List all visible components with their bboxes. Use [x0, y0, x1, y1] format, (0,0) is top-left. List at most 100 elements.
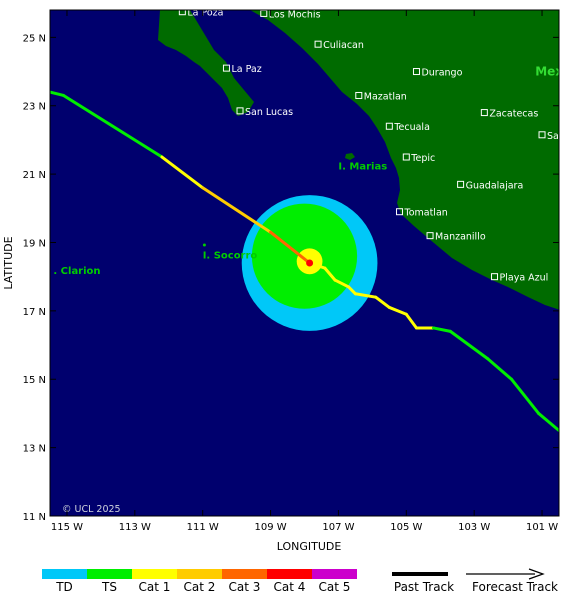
city-square-icon — [412, 68, 420, 76]
legend-swatch — [132, 569, 177, 579]
storm-track — [50, 90, 559, 433]
arrow-icon — [528, 568, 545, 580]
city-square-icon — [538, 131, 546, 139]
city-label: Zacatecas — [489, 109, 538, 120]
track-segment — [160, 155, 205, 190]
lon-tick-label: 111 W — [187, 522, 219, 533]
city-label: Los Mochis — [269, 9, 321, 20]
city-marker: San Lucas — [236, 107, 293, 118]
city-square-icon — [396, 208, 404, 216]
island-label: . Clarion — [53, 266, 100, 277]
city-marker: Manzanillo — [426, 232, 486, 243]
city-marker: Guadalajara — [457, 180, 524, 191]
legend-category-label: Cat 4 — [274, 580, 306, 594]
city-marker: San Luis Potosi — [538, 131, 580, 142]
lon-tick-label: 109 W — [254, 522, 286, 533]
track-segment — [323, 266, 337, 282]
track-segment — [347, 285, 357, 296]
legend-swatch — [177, 569, 222, 579]
track-segment — [50, 90, 66, 97]
city-square-icon — [457, 180, 465, 188]
city-marker: Tomatlan — [396, 208, 448, 219]
island-dot — [202, 243, 206, 247]
city-marker: La Paz — [222, 64, 262, 75]
lat-tick-label: 19 N — [23, 238, 46, 249]
city-label: Tepic — [410, 153, 435, 164]
forecast-track-label: Forecast Track — [472, 580, 558, 594]
city-marker: Tecuala — [385, 122, 430, 133]
forecast-track-legend: Forecast Track — [466, 568, 558, 594]
city-label: San Lucas — [245, 107, 293, 118]
city-label: San Luis Potosi — [547, 131, 580, 142]
track-segment — [509, 377, 541, 415]
city-label: Manzanillo — [435, 232, 486, 243]
legend-swatch — [312, 569, 357, 579]
city-square-icon — [222, 64, 230, 72]
baja-california — [158, 10, 254, 116]
island-label: I. Socorro — [203, 250, 258, 261]
storm-center — [306, 259, 314, 267]
city-label: Tomatlan — [404, 208, 448, 219]
city-square-icon — [402, 153, 410, 161]
city-label: Playa Azul — [500, 273, 549, 284]
category-legend: TD TS Cat 1 Cat 2 Cat 3 Cat 4 Cat 5 — [42, 569, 357, 594]
latitude-ticks: 25 N 23 N 21 N 19 N 17 N 15 N 13 N 11 N — [23, 33, 559, 523]
lat-tick-label: 17 N — [23, 307, 46, 318]
legend-swatch — [222, 569, 267, 579]
track-segment — [431, 326, 452, 333]
country-label: Mexic — [535, 65, 574, 79]
city-marker: Los Mochis — [260, 9, 321, 20]
lon-tick-label: 107 W — [322, 522, 354, 533]
city-marker: La Poza — [178, 10, 223, 19]
legend-category-label: Cat 5 — [319, 580, 351, 594]
lat-tick-label: 15 N — [23, 375, 46, 386]
islas-marias — [345, 153, 355, 160]
city-square-icon — [178, 10, 186, 16]
track-segment — [62, 93, 164, 159]
longitude-ticks: 115 W 113 W 111 W 109 W 107 W 105 W 103 W 101 W — [51, 10, 558, 533]
legend-category-label: Cat 3 — [229, 580, 261, 594]
copyright: © UCL 2025 — [62, 504, 121, 515]
city-square-icon — [314, 40, 322, 48]
lon-tick-label: 113 W — [119, 522, 151, 533]
track-segment — [448, 329, 490, 361]
lat-tick-label: 21 N — [23, 170, 46, 181]
city-square-icon — [480, 109, 488, 117]
plot-frame — [49, 9, 560, 517]
lon-tick-label: 105 W — [390, 522, 422, 533]
cities: La Poza Los Mochis Culiacan La Paz Durango Ma… — [178, 9, 580, 284]
islands: I. Marias I. Socorro . Clarion — [53, 162, 387, 277]
city-marker: Durango — [412, 68, 463, 79]
legend-category-label: Cat 1 — [139, 580, 171, 594]
track-segment — [486, 357, 513, 381]
island-label: I. Marias — [338, 162, 387, 173]
track-segment — [269, 230, 312, 265]
lat-tick-label: 13 N — [23, 444, 46, 455]
city-marker: Zacatecas — [480, 109, 538, 120]
city-label: Culiacan — [323, 40, 364, 51]
track-segment — [537, 411, 559, 433]
city-square-icon — [236, 107, 244, 115]
x-axis-title: LONGITUDE — [277, 540, 342, 553]
track-segment — [333, 278, 351, 289]
legend-category-label: TS — [101, 580, 117, 594]
city-marker: Culiacan — [314, 40, 364, 51]
lon-tick-label: 115 W — [51, 522, 83, 533]
city-label: Mazatlan — [364, 91, 407, 102]
city-square-icon — [491, 273, 499, 281]
city-square-icon — [426, 232, 434, 240]
city-label: La Paz — [231, 64, 261, 75]
city-label: Guadalajara — [466, 180, 524, 191]
city-square-icon — [355, 91, 363, 99]
track-segment — [201, 186, 273, 234]
lon-tick-label: 103 W — [458, 522, 490, 533]
past-track-label: Past Track — [394, 580, 454, 594]
track-segment — [387, 305, 408, 316]
past-track-legend: Past Track — [392, 572, 454, 594]
lat-tick-label: 11 N — [23, 512, 46, 523]
city-marker: Tepic — [402, 153, 435, 164]
lat-tick-label: 25 N — [23, 33, 46, 44]
track-segment — [353, 292, 378, 299]
city-label: Durango — [421, 68, 462, 79]
